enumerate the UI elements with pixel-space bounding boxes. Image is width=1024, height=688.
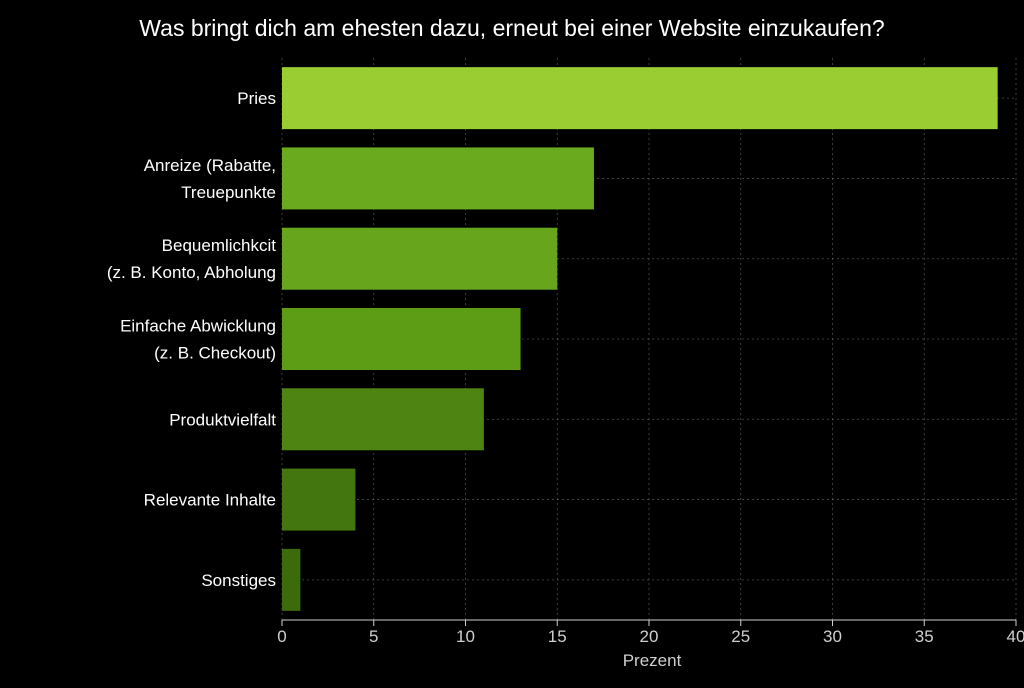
bars-layer (282, 67, 998, 611)
category-label: Sonstiges (201, 571, 276, 590)
x-tick-label: 10 (456, 627, 475, 646)
category-label: Anreize (Rabatte, (144, 156, 276, 175)
bar (282, 388, 484, 451)
x-tick-label: 5 (369, 627, 378, 646)
x-tick-label: 20 (640, 627, 659, 646)
bar (282, 308, 521, 370)
chart-title: Was bringt dich am ehesten dazu, erneut … (139, 15, 884, 41)
x-tick-label: 0 (277, 627, 286, 646)
category-label: Treuepunkte (181, 183, 276, 202)
category-label: (z. B. Checkout) (154, 344, 276, 363)
x-axis: 0 5 10 15 20 25 30 35 40 (277, 619, 1024, 646)
x-tick-label: 15 (548, 627, 567, 646)
bar (282, 67, 998, 130)
bar (282, 227, 558, 290)
bar (282, 548, 301, 611)
category-label: Bequemlichkcit (162, 236, 277, 255)
x-tick-label: 35 (915, 627, 934, 646)
bar (282, 147, 594, 210)
x-axis-title: Prezent (623, 651, 682, 670)
category-label: Pries (237, 89, 276, 108)
category-label: Relevante Inhalte (144, 491, 276, 510)
bar (282, 468, 356, 531)
category-label: Produktvielfalt (169, 410, 276, 429)
x-tick-label: 40 (1007, 627, 1024, 646)
x-tick-label: 30 (823, 627, 842, 646)
category-label: Einfache Abwicklung (120, 317, 276, 336)
x-tick-label: 25 (731, 627, 750, 646)
category-labels: Pries Anreize (Rabatte, Treuepunkte Bequeml… (107, 89, 276, 590)
category-label: (z. B. Konto, Abholung (107, 263, 276, 282)
